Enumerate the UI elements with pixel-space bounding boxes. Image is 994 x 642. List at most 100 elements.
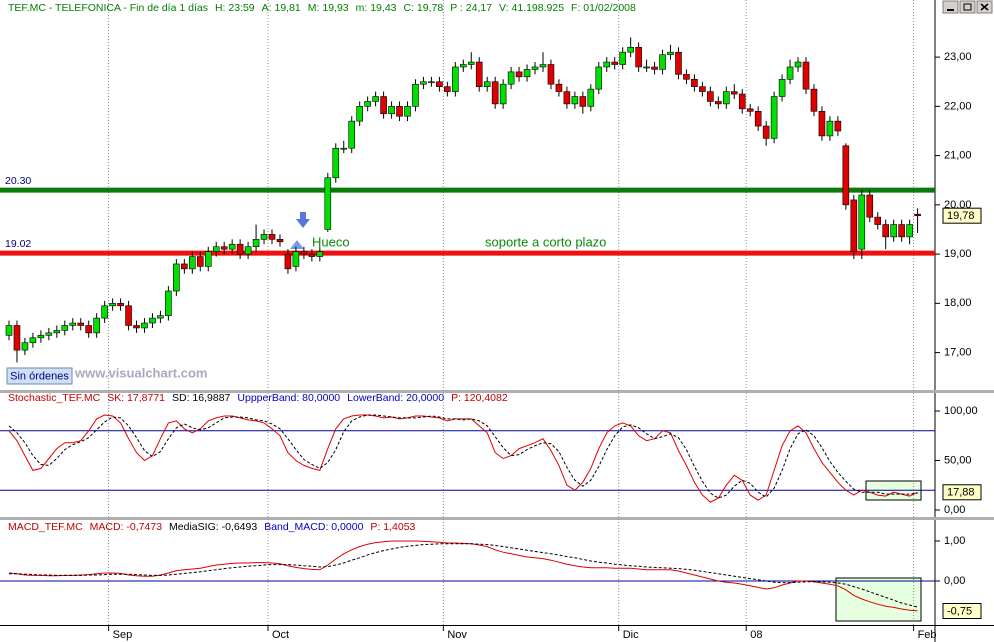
candle-body	[746, 108, 754, 112]
candle-body	[5, 325, 13, 336]
candle-body	[196, 256, 204, 267]
last-value-tag	[942, 603, 982, 619]
y-tick-label: 100,00	[944, 405, 978, 417]
candle-body	[770, 96, 778, 139]
candle-body	[890, 224, 897, 238]
candle-body	[204, 251, 212, 267]
y-tick-label: 0,00	[944, 504, 965, 516]
candle-body	[507, 71, 515, 85]
candle-body	[125, 305, 132, 326]
candle-body	[906, 224, 913, 238]
candle-body	[475, 61, 483, 87]
panel-header: V: 41.198.925	[499, 2, 564, 14]
y-tick-label: 21,00	[944, 150, 972, 162]
candle-body	[531, 66, 539, 70]
candle-body	[316, 251, 324, 257]
x-tick-label: 08	[750, 629, 762, 641]
candle-body	[467, 61, 475, 65]
panel-header: MACD_TEF.MC	[8, 521, 83, 533]
candle-body	[436, 81, 443, 87]
candle-body	[786, 66, 794, 80]
candle-body	[252, 239, 260, 248]
candle-body	[77, 322, 85, 326]
x-tick-label: Oct	[272, 629, 289, 641]
candle-body	[260, 234, 268, 240]
panel-header: P: 1,4053	[370, 521, 415, 533]
candle-body	[220, 246, 228, 250]
indicator-line	[8, 414, 918, 499]
candle-body	[778, 78, 786, 97]
candle-body	[93, 317, 100, 334]
last-value-label: -0,75	[947, 605, 972, 617]
maximize-button[interactable]	[959, 0, 976, 14]
level-label: 19.02	[5, 238, 31, 250]
candle-body	[699, 86, 706, 92]
candle-body	[667, 51, 674, 55]
y-tick-label: 23,00	[944, 51, 972, 63]
candle-body	[61, 325, 69, 331]
candle-body	[356, 106, 363, 122]
candle-body	[818, 110, 826, 137]
candle-body	[364, 101, 371, 107]
candle-body	[292, 251, 300, 267]
minimize-button[interactable]	[942, 0, 959, 14]
candle-body	[300, 251, 308, 255]
candle-body	[707, 91, 714, 102]
y-tick-label: 18,00	[944, 297, 972, 309]
indicator-line	[8, 414, 918, 503]
last-value-tag	[942, 207, 982, 224]
y-tick-label: 1,00	[944, 535, 965, 547]
panel-separator	[0, 517, 994, 520]
panel-header: A: 19,81	[262, 2, 301, 14]
panel-header: F: 01/02/2008	[571, 2, 636, 14]
orders-button-label[interactable]: Sin órdenes	[10, 370, 69, 382]
panel-header: P : 24,17	[450, 2, 492, 14]
candle-body	[802, 61, 810, 90]
panel-header: SD: 16,9887	[172, 392, 231, 404]
candle-body	[563, 91, 571, 105]
candle-body	[738, 93, 746, 110]
candle-body	[675, 51, 682, 75]
candle-body	[483, 81, 491, 87]
candle-body	[515, 71, 523, 78]
panel-header: C: 19,78	[404, 2, 444, 14]
last-value-label: 17,88	[947, 487, 975, 499]
candle-body	[762, 125, 770, 139]
candle-body	[228, 243, 236, 250]
candle-body	[141, 322, 148, 329]
candle-body	[571, 96, 579, 105]
close-icon	[980, 3, 989, 11]
candle-body	[858, 194, 866, 250]
candle-body	[874, 216, 882, 225]
candle-body	[499, 83, 507, 105]
candle-body	[412, 83, 419, 107]
panel-separator	[0, 390, 994, 393]
candle-body	[101, 305, 108, 319]
candle-body	[236, 243, 244, 255]
candle-body	[13, 325, 21, 351]
x-tick-label: Sep	[113, 629, 133, 641]
candle-body	[730, 91, 738, 95]
panel-header: Band_MACD: 0,0000	[264, 521, 363, 533]
candle-body	[579, 96, 587, 107]
candle-body	[21, 342, 29, 351]
candle-body	[117, 303, 124, 307]
candle-body	[420, 81, 427, 85]
orders-button[interactable]	[6, 367, 73, 385]
candle-body	[619, 51, 626, 65]
candle-body	[826, 120, 834, 137]
panel-header: LowerBand: 20,0000	[347, 392, 444, 404]
candle-body	[834, 120, 842, 132]
candle-body	[683, 74, 690, 80]
candle-body	[444, 86, 451, 92]
annotation: soporte a corto plazo	[485, 234, 606, 249]
candle-body	[149, 317, 156, 324]
arrow-down	[296, 212, 310, 228]
candle-body	[428, 81, 435, 84]
panel-header: m: 19,43	[356, 2, 397, 14]
candle-body	[722, 91, 730, 105]
candle-body	[157, 315, 164, 319]
candle-body	[244, 246, 252, 255]
candle-body	[276, 239, 284, 243]
